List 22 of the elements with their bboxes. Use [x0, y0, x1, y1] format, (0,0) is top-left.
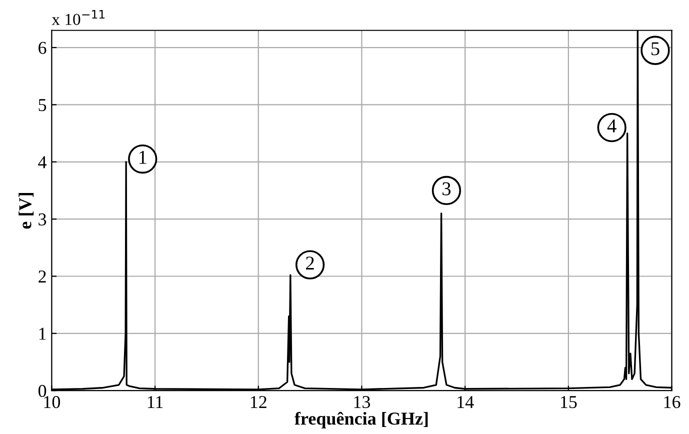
annotation: 2 [306, 256, 314, 270]
y-tick-label: 2 [38, 270, 46, 283]
x-tick-label: 11 [148, 396, 163, 408]
annotation: 4 [607, 119, 616, 132]
y-tick-label: 6 [38, 42, 46, 54]
y-tick-label: 0 [38, 384, 46, 398]
x-axis-title: frequência [GHz] [294, 412, 428, 428]
annotation: 5 [652, 42, 660, 56]
x-tick-label: 12 [250, 396, 266, 408]
y-tick-label: 4 [38, 156, 47, 168]
x-tick-label: 14 [458, 396, 474, 408]
x-tick-label: 13 [354, 396, 370, 408]
text: x 10$^{−11}$ [52, 10, 105, 26]
y-tick-label: 5 [38, 99, 46, 112]
y-axis-title: e [V] [18, 193, 34, 229]
annotation: 3 [442, 182, 451, 196]
x-tick-label: 15 [560, 396, 577, 408]
x-tick-label: 10 [44, 396, 60, 408]
y-tick-label: 3 [38, 213, 46, 226]
annotation: 1 [139, 150, 146, 164]
y-tick-label: 1 [39, 328, 46, 340]
x-tick-label: 16 [664, 396, 680, 408]
